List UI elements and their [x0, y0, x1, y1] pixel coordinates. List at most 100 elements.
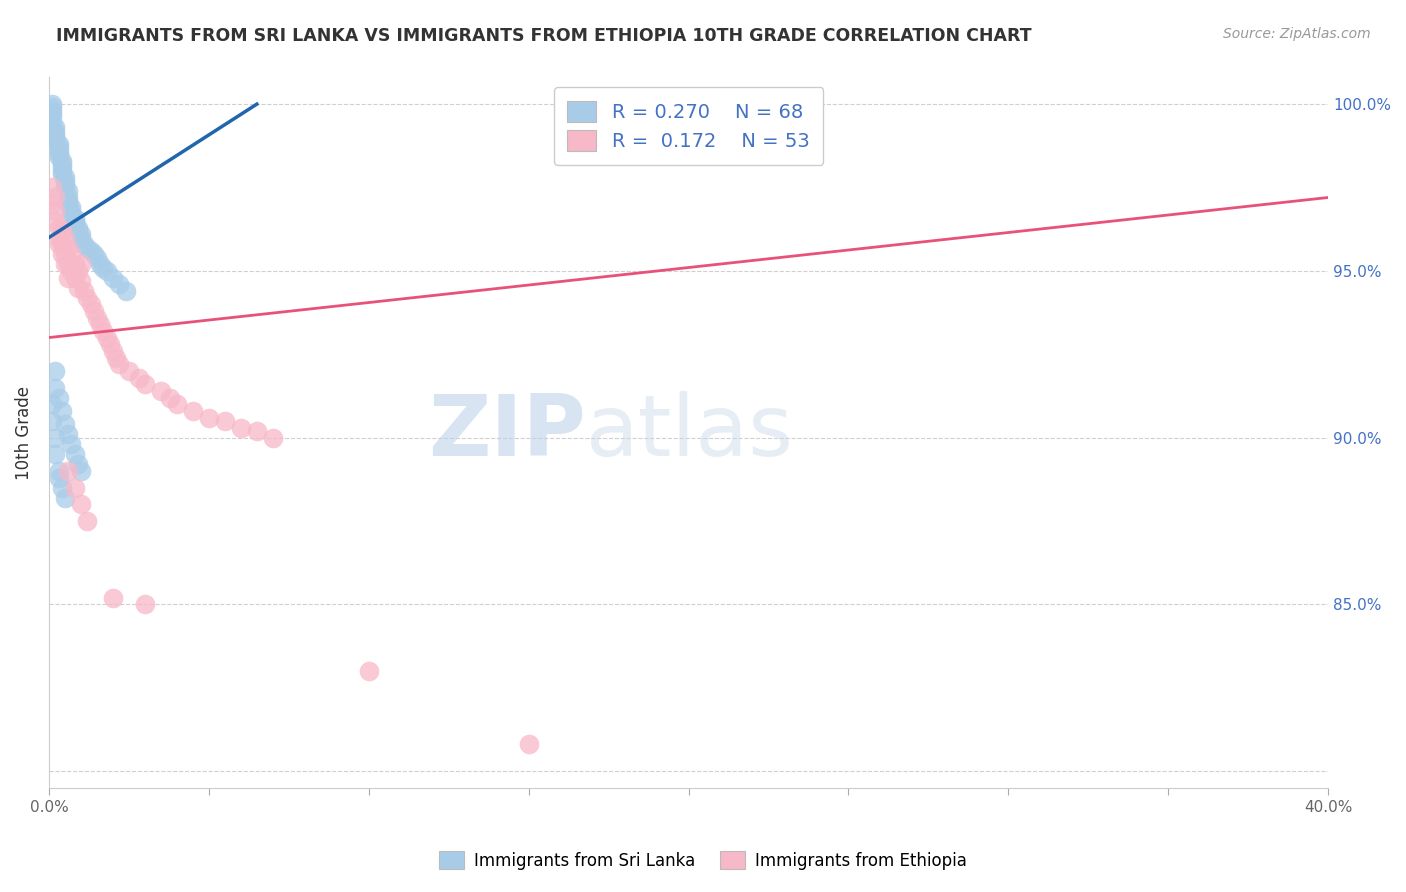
Point — [53, 417, 76, 432]
Point — [66, 264, 89, 278]
Point — [41, 111, 63, 125]
Point — [86, 310, 108, 325]
Point — [51, 404, 73, 418]
Point — [246, 424, 269, 438]
Point — [53, 491, 76, 505]
Point — [44, 381, 66, 395]
Point — [86, 251, 108, 265]
Point — [79, 244, 101, 258]
Point — [48, 470, 70, 484]
Legend: Immigrants from Sri Lanka, Immigrants from Ethiopia: Immigrants from Sri Lanka, Immigrants fr… — [432, 845, 974, 877]
Point — [70, 257, 93, 271]
Point — [105, 351, 128, 365]
Point — [44, 127, 66, 141]
Point — [48, 137, 70, 152]
Point — [41, 107, 63, 121]
Point — [44, 124, 66, 138]
Point — [53, 257, 76, 271]
Text: ZIP: ZIP — [429, 391, 586, 474]
Point — [44, 130, 66, 145]
Point — [70, 497, 93, 511]
Point — [63, 211, 86, 225]
Point — [101, 591, 124, 605]
Point — [56, 190, 79, 204]
Text: atlas: atlas — [586, 391, 794, 474]
Point — [44, 214, 66, 228]
Point — [41, 180, 63, 194]
Point — [41, 197, 63, 211]
Point — [76, 240, 98, 254]
Point — [51, 157, 73, 171]
Point — [48, 237, 70, 252]
Point — [48, 144, 70, 158]
Point — [44, 134, 66, 148]
Point — [44, 364, 66, 378]
Point — [89, 257, 111, 271]
Point — [48, 391, 70, 405]
Point — [134, 377, 156, 392]
Point — [51, 224, 73, 238]
Point — [44, 190, 66, 204]
Point — [48, 140, 70, 154]
Y-axis label: 10th Grade: 10th Grade — [15, 385, 32, 480]
Point — [56, 464, 79, 478]
Point — [101, 343, 124, 358]
Point — [98, 337, 121, 351]
Point — [51, 161, 73, 175]
Point — [60, 264, 83, 278]
Point — [91, 260, 114, 275]
Point — [41, 397, 63, 411]
Point — [134, 598, 156, 612]
Point — [83, 304, 105, 318]
Point — [44, 120, 66, 135]
Point — [101, 270, 124, 285]
Point — [53, 177, 76, 191]
Point — [48, 464, 70, 478]
Point — [70, 230, 93, 244]
Point — [44, 431, 66, 445]
Point — [108, 357, 131, 371]
Point — [44, 447, 66, 461]
Point — [48, 151, 70, 165]
Point — [56, 427, 79, 442]
Point — [63, 270, 86, 285]
Point — [53, 174, 76, 188]
Point — [166, 397, 188, 411]
Point — [51, 237, 73, 252]
Point — [159, 391, 181, 405]
Point — [51, 153, 73, 168]
Point — [56, 257, 79, 271]
Point — [118, 364, 141, 378]
Point — [60, 207, 83, 221]
Point — [91, 324, 114, 338]
Point — [41, 414, 63, 428]
Point — [73, 284, 96, 298]
Point — [63, 214, 86, 228]
Point — [66, 224, 89, 238]
Point — [63, 481, 86, 495]
Point — [70, 274, 93, 288]
Point — [73, 237, 96, 252]
Point — [60, 247, 83, 261]
Point — [70, 464, 93, 478]
Point — [149, 384, 172, 398]
Point — [96, 330, 118, 344]
Point — [56, 194, 79, 208]
Point — [44, 203, 66, 218]
Point — [128, 370, 150, 384]
Point — [48, 230, 70, 244]
Point — [41, 100, 63, 114]
Point — [56, 240, 79, 254]
Point — [51, 167, 73, 181]
Point — [51, 163, 73, 178]
Point — [60, 203, 83, 218]
Point — [56, 270, 79, 285]
Point — [53, 230, 76, 244]
Point — [66, 457, 89, 471]
Point — [114, 284, 136, 298]
Point — [181, 404, 204, 418]
Point — [198, 410, 221, 425]
Point — [53, 247, 76, 261]
Point — [60, 201, 83, 215]
Point — [357, 664, 380, 678]
